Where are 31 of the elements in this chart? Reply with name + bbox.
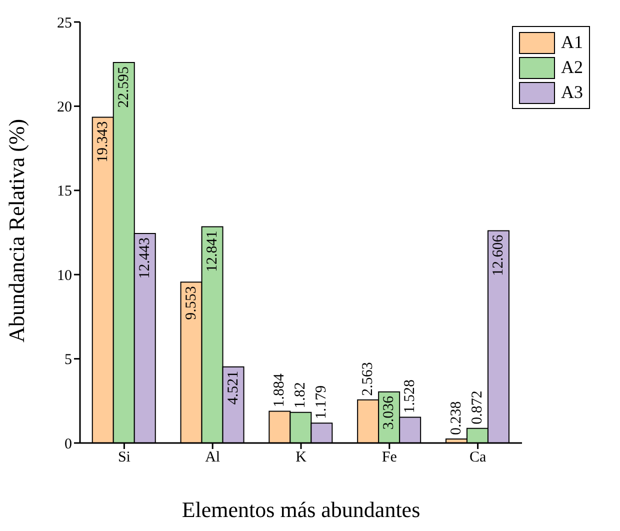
data-label: 1.884 bbox=[272, 373, 288, 408]
y-tick-label: 0 bbox=[64, 436, 72, 452]
legend-label: A1 bbox=[560, 31, 583, 54]
data-label: 1.528 bbox=[402, 380, 418, 414]
data-label: 2.563 bbox=[360, 362, 376, 396]
data-label: 4.521 bbox=[225, 370, 242, 405]
data-label: 12.606 bbox=[490, 234, 506, 276]
y-tick-label: 5 bbox=[64, 352, 72, 368]
x-tick-label: Ca bbox=[469, 450, 486, 466]
data-label: 19.343 bbox=[94, 121, 111, 163]
data-label: 0.872 bbox=[469, 390, 486, 424]
data-label: 1.179 bbox=[314, 385, 330, 420]
data-label: 0.238 bbox=[448, 401, 464, 435]
data-label: 22.595 bbox=[116, 66, 132, 108]
data-label: 1.82 bbox=[292, 382, 309, 408]
x-tick-label: K bbox=[296, 450, 307, 466]
x-axis-title: Elementos más abundantes bbox=[182, 497, 420, 522]
y-axis-title: Abundancia Relativa (%) bbox=[4, 118, 29, 342]
data-label: 9.553 bbox=[183, 286, 200, 320]
legend-label: A3 bbox=[560, 81, 583, 104]
legend-label: A2 bbox=[560, 56, 583, 79]
y-tick-label: 15 bbox=[57, 184, 72, 200]
x-tick-label: Si bbox=[118, 450, 130, 466]
data-label: 3.036 bbox=[381, 395, 398, 430]
data-label: 12.841 bbox=[204, 230, 220, 272]
y-tick-label: 20 bbox=[57, 100, 72, 116]
y-tick-label: 10 bbox=[57, 268, 72, 284]
data-label: 12.443 bbox=[136, 237, 153, 279]
x-tick-label: Fe bbox=[382, 450, 398, 466]
y-tick-label: 25 bbox=[57, 15, 72, 32]
x-tick-label: Al bbox=[205, 450, 220, 466]
